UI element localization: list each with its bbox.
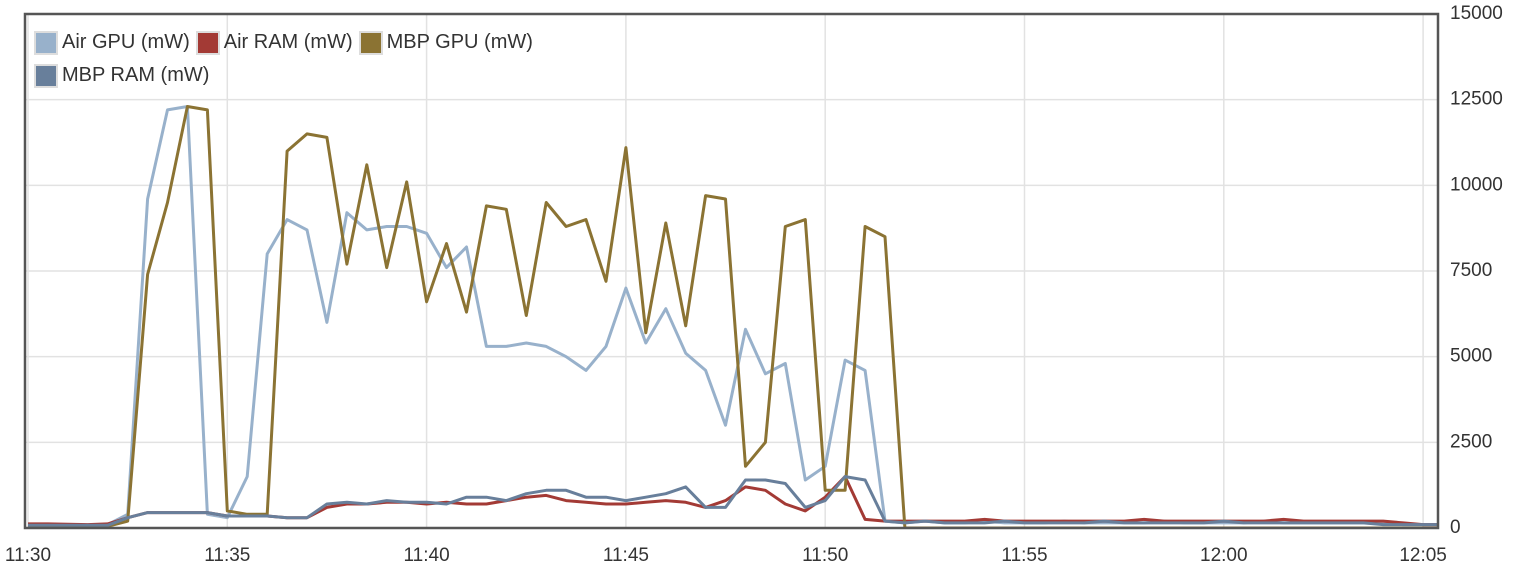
legend-label: MBP GPU (mW) — [386, 31, 533, 53]
legend-swatch — [195, 30, 220, 55]
x-tick-label: 11:30 — [5, 545, 51, 566]
plot-frame — [23, 12, 1440, 530]
series-line — [28, 105, 1438, 528]
x-tick-label: 12:05 — [1399, 545, 1447, 566]
legend-label: Air RAM (mW) — [223, 31, 353, 53]
y-tick-label: 12500 — [1450, 89, 1503, 110]
x-tick-label: 11:45 — [603, 545, 649, 566]
legend: Air GPU (mW) Air RAM (mW) MBP GPU (mW) MBP … — [34, 26, 634, 92]
y-tick-label: 10000 — [1450, 174, 1503, 195]
legend-swatch — [34, 30, 58, 55]
legend-swatch — [34, 63, 58, 88]
x-tick-label: 11:35 — [204, 545, 250, 566]
y-tick-label: 5000 — [1450, 346, 1492, 367]
series-line — [28, 475, 1438, 527]
legend-item[interactable]: MBP GPU (mW) — [358, 26, 533, 59]
x-tick-label: 11:40 — [404, 545, 450, 566]
y-tick-label: 7500 — [1450, 260, 1492, 281]
y-tick-label: 15000 — [1450, 3, 1503, 24]
x-tick-label: 11:55 — [1001, 545, 1047, 566]
x-tick-label: 11:50 — [802, 545, 848, 566]
y-tick-label: 2500 — [1450, 431, 1492, 452]
legend-label: Air GPU (mW) — [62, 31, 190, 53]
legend-item[interactable]: MBP RAM (mW) — [34, 59, 209, 92]
legend-item[interactable]: Air RAM (mW) — [195, 26, 353, 59]
legend-label: MBP RAM (mW) — [62, 64, 210, 86]
legend-item[interactable]: Air GPU (mW) — [34, 26, 190, 59]
x-tick-label: 12:00 — [1200, 545, 1248, 566]
y-tick-label: 0 — [1450, 517, 1461, 538]
legend-swatch — [358, 30, 383, 55]
